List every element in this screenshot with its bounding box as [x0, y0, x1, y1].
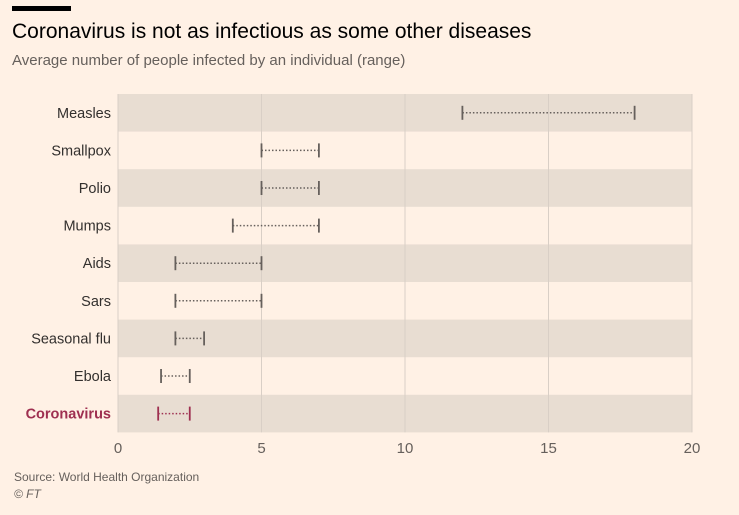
category-label: Polio	[79, 181, 111, 197]
brand-bar	[12, 6, 71, 11]
x-tick-label: 10	[397, 440, 414, 457]
category-label: Ebola	[74, 369, 112, 385]
category-label: Aids	[83, 256, 111, 272]
chart-subtitle: Average number of people infected by an …	[12, 52, 406, 69]
category-label: Sars	[81, 294, 111, 310]
category-label: Measles	[57, 106, 111, 122]
x-tick-label: 5	[257, 440, 265, 457]
x-tick-label: 15	[540, 440, 557, 457]
range-chart: Measles Smallpox Polio Mumps Aids Sars Seasona…	[26, 94, 701, 457]
copyright-note: © FT	[14, 487, 41, 501]
x-tick-label: 20	[684, 440, 701, 457]
source-note: Source: World Health Organization	[14, 470, 200, 484]
category-label: Smallpox	[51, 143, 111, 159]
x-tick-label: 0	[114, 440, 122, 457]
category-label: Coronavirus	[26, 407, 111, 423]
category-label: Seasonal flu	[31, 331, 111, 347]
chart-title: Coronavirus is not as infectious as some…	[12, 20, 532, 43]
category-label: Mumps	[63, 219, 111, 235]
